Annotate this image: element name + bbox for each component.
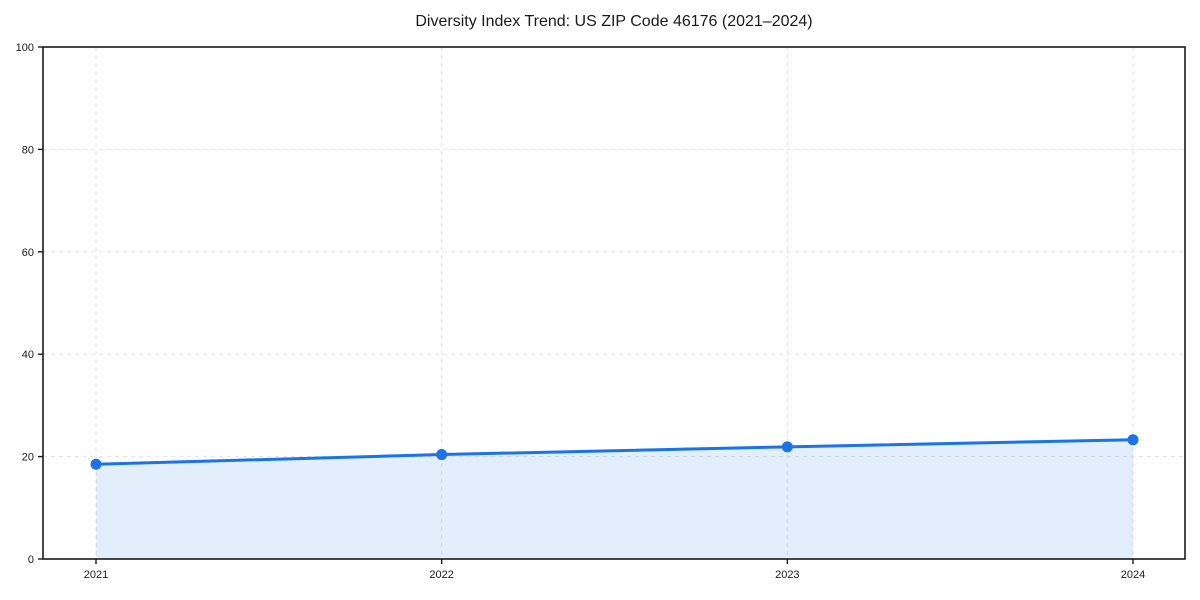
data-point-marker [781,441,793,453]
axis-labels-layer: 0 20 40 60 80 100 2021 2022 2023 2024 [16,42,1146,581]
trend-line-path [94,438,1135,466]
area-fill-path [96,439,1133,559]
x-tick-label: 2021 [84,569,108,581]
y-tick-label: 100 [16,42,34,54]
y-tick-label: 60 [22,247,34,259]
data-point-marker [1127,434,1139,446]
data-points [90,434,1139,470]
axis-ticks-layer [38,46,1134,564]
y-tick-label: 40 [22,349,34,361]
data-point-marker [90,458,102,470]
x-tick-label: 2022 [429,569,453,581]
x-tick-label: 2024 [1121,569,1145,581]
trend-line [94,438,1135,466]
y-tick-label: 20 [22,452,34,464]
data-point-marker [436,449,448,461]
y-tick-label: 0 [28,554,34,566]
area-fill [96,439,1133,559]
x-tick-label: 2023 [775,569,799,581]
plot-border [42,46,1186,560]
chart-title: Diversity Index Trend: US ZIP Code 46176… [415,13,812,30]
y-tick-label: 80 [22,144,34,156]
